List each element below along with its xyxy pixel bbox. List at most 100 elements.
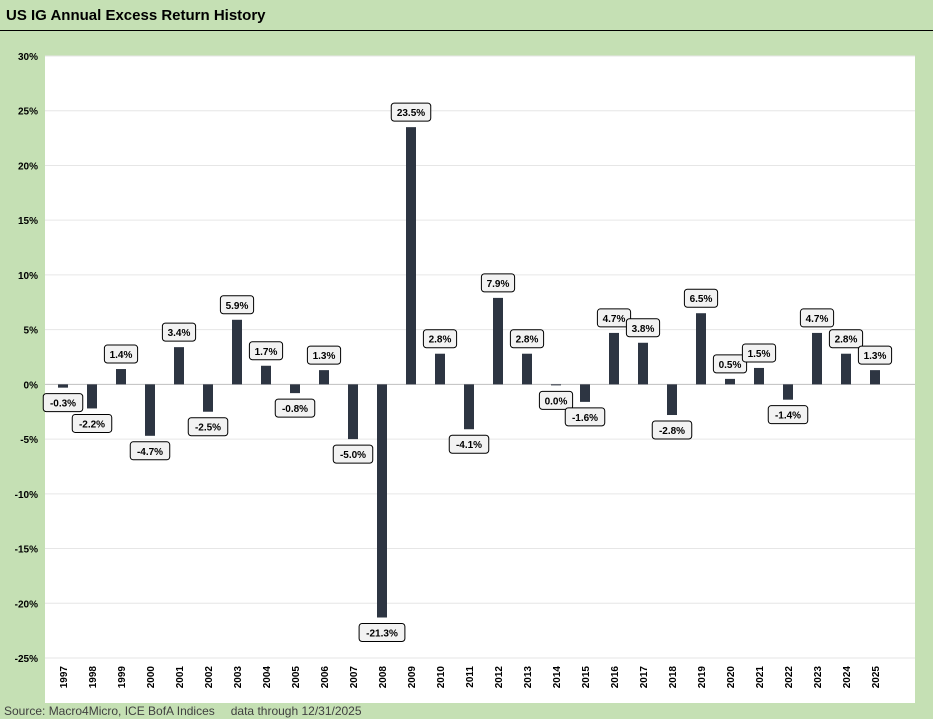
data-label-box	[538, 390, 574, 410]
data-label-box	[103, 344, 139, 364]
data-label-box	[187, 417, 229, 437]
data-label-box	[767, 405, 809, 425]
data-label-box	[274, 398, 316, 418]
x-tick-label: 2012	[494, 666, 505, 689]
x-tick-label: 2001	[175, 666, 186, 689]
plot-area	[45, 56, 915, 703]
bar	[551, 384, 561, 386]
data-label: 1.7%	[255, 347, 278, 358]
data-label: 1.4%	[110, 350, 133, 361]
data-label-box	[651, 420, 693, 440]
data-label-box	[161, 322, 197, 342]
data-label: -2.5%	[195, 423, 221, 434]
data-label: 0.0%	[545, 396, 568, 407]
data-label-box	[248, 341, 284, 361]
bar	[232, 319, 242, 385]
data-label-box	[332, 444, 374, 464]
bar	[609, 332, 619, 385]
data-label: 6.5%	[690, 294, 713, 305]
data-label-box	[480, 273, 516, 293]
data-label-box	[712, 354, 748, 374]
data-label: 2.8%	[835, 335, 858, 346]
bar	[783, 384, 793, 400]
x-tick-label: 2015	[581, 666, 592, 689]
chart-title: US IG Annual Excess Return History	[6, 7, 266, 24]
x-tick-label: 2020	[726, 666, 737, 689]
x-tick-label: 2018	[668, 666, 679, 689]
x-tick-label: 2024	[842, 666, 853, 689]
data-label: 2.8%	[516, 335, 539, 346]
data-label-box	[390, 102, 432, 122]
y-tick-label: 15%	[18, 216, 38, 227]
x-tick-label: 2021	[755, 666, 766, 689]
source-note: Source: Macro4Micro, ICE BofA Indices	[4, 704, 215, 718]
bar	[841, 353, 851, 385]
x-tick-label: 2005	[291, 666, 302, 689]
bar	[696, 313, 706, 385]
x-tick-label: 2022	[784, 666, 795, 689]
y-tick-label: 30%	[18, 52, 38, 63]
data-label: 1.3%	[313, 351, 336, 362]
title-bar: US IG Annual Excess Return History	[0, 0, 933, 31]
footer: Source: Macro4Micro, ICE BofA Indices dat…	[4, 704, 362, 718]
data-label: -1.6%	[572, 413, 598, 424]
data-label: 2.8%	[429, 335, 452, 346]
y-tick-label: 20%	[18, 161, 38, 172]
x-tick-label: 2003	[233, 666, 244, 689]
data-label: 23.5%	[397, 108, 425, 119]
data-label: 7.9%	[487, 279, 510, 290]
data-label: 3.8%	[632, 324, 655, 335]
data-label-box	[422, 329, 458, 349]
y-tick-label: -25%	[15, 654, 38, 665]
x-tick-label: 1997	[59, 666, 70, 689]
bar	[493, 297, 503, 385]
data-label-box	[564, 407, 606, 427]
y-tick-label: 0%	[24, 380, 39, 391]
bar	[870, 370, 880, 385]
y-tick-label: -20%	[15, 599, 38, 610]
bar	[377, 384, 387, 618]
data-label: 1.5%	[748, 349, 771, 360]
bar	[725, 378, 735, 385]
x-tick-label: 2010	[436, 666, 447, 689]
data-label-box	[509, 329, 545, 349]
data-label-box	[129, 441, 171, 461]
bar	[348, 384, 358, 440]
data-date-note: data through 12/31/2025	[230, 704, 362, 718]
x-tick-label: 2009	[407, 666, 418, 689]
x-tick-label: 2023	[813, 666, 824, 689]
x-tick-label: 1998	[88, 666, 99, 689]
data-label: -2.8%	[659, 426, 685, 437]
bar	[522, 353, 532, 385]
data-label-box	[828, 329, 864, 349]
data-label: -21.3%	[366, 629, 398, 640]
data-label-box	[448, 434, 490, 454]
x-tick-label: 2013	[523, 666, 534, 689]
bar	[812, 332, 822, 385]
bar	[116, 369, 126, 385]
x-tick-label: 2007	[349, 666, 360, 689]
y-tick-label: 25%	[18, 107, 38, 118]
x-tick-label: 2025	[871, 666, 882, 689]
bar	[580, 384, 590, 402]
bar	[58, 384, 68, 388]
data-label: 4.7%	[806, 314, 829, 325]
bar	[754, 367, 764, 385]
data-label: -0.8%	[282, 404, 308, 415]
data-label: -1.4%	[775, 411, 801, 422]
data-label: -2.2%	[79, 419, 105, 430]
data-label-box	[799, 308, 835, 328]
bar	[464, 384, 474, 430]
data-label: 0.5%	[719, 360, 742, 371]
x-tick-label: 2014	[552, 666, 563, 689]
data-label-box	[596, 308, 632, 328]
bar	[319, 370, 329, 385]
x-tick-label: 2017	[639, 666, 650, 689]
bar	[435, 353, 445, 385]
bar	[203, 384, 213, 412]
x-tick-label: 2019	[697, 666, 708, 689]
data-label: 3.4%	[168, 328, 191, 339]
x-tick-label: 2000	[146, 666, 157, 689]
x-tick-label: 1999	[117, 666, 128, 689]
bar	[174, 347, 184, 385]
